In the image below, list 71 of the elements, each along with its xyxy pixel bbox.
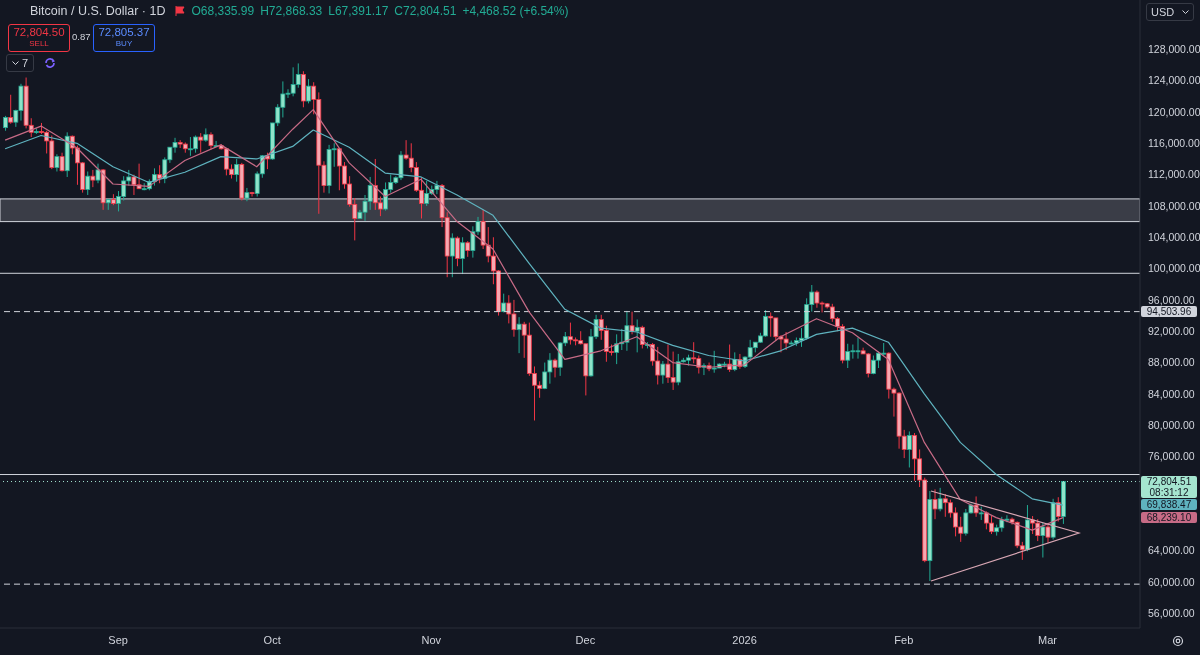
candlestick xyxy=(932,488,938,520)
candlestick xyxy=(8,94,14,125)
x-tick-label: Dec xyxy=(575,633,596,646)
y-tick-label: 120,000.00 xyxy=(1148,105,1200,118)
candlestick xyxy=(1045,524,1051,544)
text: 69,838.47 xyxy=(1141,499,1197,511)
y-tick-label: 112,000.00 xyxy=(1148,168,1200,181)
annotation: 0.87 xyxy=(72,31,91,42)
y-tick-label: 84,000.00 xyxy=(1148,387,1195,400)
candlestick xyxy=(906,430,912,468)
y-tick-label: 128,000.00 xyxy=(1148,43,1200,56)
candlestick xyxy=(691,341,697,364)
candlestick xyxy=(90,169,96,188)
candlestick xyxy=(937,487,943,512)
candlestick xyxy=(460,236,465,275)
candlestick xyxy=(234,158,240,183)
annotation: C72,804.51 xyxy=(394,4,457,18)
candlestick xyxy=(455,235,460,267)
ref-line-label: 72,804.51 xyxy=(1145,475,1193,487)
y-tick-label: 104,000.00 xyxy=(1148,230,1200,243)
annotation: H72,868.33 xyxy=(260,4,323,18)
candlestick xyxy=(249,191,255,198)
candlestick xyxy=(552,358,558,378)
y-tick-label: 100,000.00 xyxy=(1148,262,1200,275)
chart-title: Bitcoin / U.S. Dollar · 1D xyxy=(30,4,166,18)
annotation: SELL xyxy=(28,38,50,50)
candlestick xyxy=(244,187,250,202)
annotation: BUY xyxy=(114,38,134,50)
x-tick-label: Feb xyxy=(894,633,914,646)
candlestick xyxy=(1055,496,1061,523)
candlestick xyxy=(845,343,851,369)
y-tick-label: 124,000.00 xyxy=(1148,74,1200,87)
candlestick xyxy=(768,311,774,338)
candlestick xyxy=(516,316,522,354)
x-tick-label: Mar xyxy=(1038,633,1058,646)
y-tick-label: 92,000.00 xyxy=(1148,324,1195,337)
candlestick xyxy=(660,360,666,385)
annotation: +4,468.52 (+6.54%) xyxy=(462,4,569,18)
x-tick-label: Oct xyxy=(263,633,281,646)
annotation: 72,804.50 xyxy=(12,26,66,38)
candlestick xyxy=(424,180,430,207)
candlestick xyxy=(1040,522,1046,559)
text: 68,239.10 xyxy=(1141,511,1197,523)
x-tick-label: Sep xyxy=(108,633,128,646)
y-tick-label: 64,000.00 xyxy=(1148,544,1195,557)
annotation: L67,391.17 xyxy=(328,4,389,18)
y-tick-label: 96,000.00 xyxy=(1148,293,1195,306)
candlestick xyxy=(198,132,204,154)
y-tick-label: 80,000.00 xyxy=(1148,418,1195,431)
annotation: 72,805.37 xyxy=(97,26,151,38)
candlestick xyxy=(85,170,91,196)
candlestick xyxy=(614,333,620,365)
x-tick-label: Nov xyxy=(421,633,442,646)
annotation: O68,335.99 xyxy=(191,4,255,18)
y-tick-label: 76,000.00 xyxy=(1148,450,1195,463)
candlestick xyxy=(629,311,635,335)
x-tick-label: 2026 xyxy=(732,633,757,646)
y-tick-label: 60,000.00 xyxy=(1148,575,1195,588)
candlestick xyxy=(634,318,640,353)
candlestick xyxy=(449,232,455,278)
annotation: 7 xyxy=(22,57,29,69)
text: 08:31:12 xyxy=(1149,486,1189,498)
y-tick-label: 108,000.00 xyxy=(1148,199,1200,212)
text: USD xyxy=(1151,6,1175,18)
y-tick-label: 116,000.00 xyxy=(1148,137,1200,150)
candlestick xyxy=(306,78,311,104)
y-tick-label: 88,000.00 xyxy=(1148,356,1195,369)
y-tick-label: 56,000.00 xyxy=(1148,606,1195,619)
candlestick xyxy=(963,508,969,537)
ref-line-label: 94,503.96 xyxy=(1141,305,1197,317)
candlestick xyxy=(95,163,101,184)
